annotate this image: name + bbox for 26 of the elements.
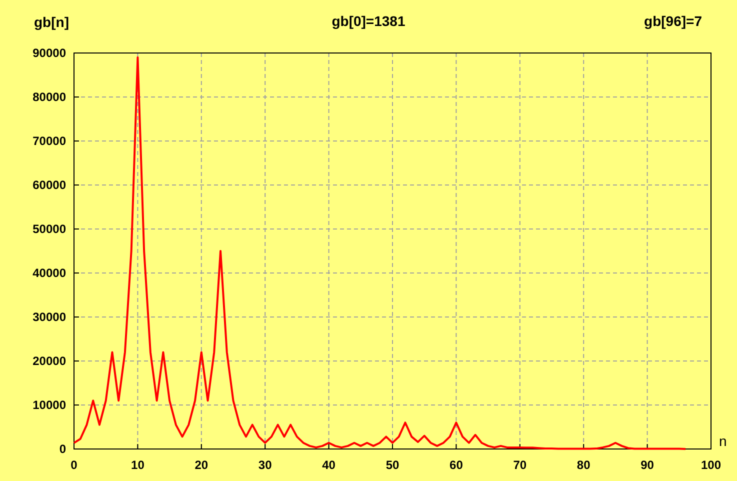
x-axis-title: n — [719, 433, 727, 449]
x-tick-label: 70 — [513, 458, 527, 472]
x-tick-label: 10 — [131, 458, 145, 472]
text: gb[96]=7 — [644, 13, 702, 29]
x-tick-label: 90 — [640, 458, 654, 472]
y-tick-label: 70000 — [32, 134, 66, 148]
y-tick-label: 60000 — [32, 178, 66, 192]
y-tick-label: 10000 — [32, 398, 66, 412]
y-tick-label: 80000 — [32, 90, 66, 104]
x-tick-label: 100 — [700, 458, 722, 472]
y-tick-label: 0 — [59, 442, 66, 456]
x-tick-label: 60 — [450, 458, 464, 472]
y-tick-label: 20000 — [32, 354, 66, 368]
x-tick-label: 40 — [322, 458, 336, 472]
x-tick-label: 50 — [386, 458, 400, 472]
line-series — [73, 56, 687, 450]
y-axis-title: gb[n] — [34, 14, 69, 30]
y-tick-label: 90000 — [32, 46, 66, 60]
x-tick-label: 0 — [70, 458, 78, 472]
y-tick-label: 40000 — [32, 266, 66, 280]
x-tick-label: 20 — [194, 458, 208, 472]
y-tick-label: 50000 — [32, 222, 66, 236]
x-tick-label: 80 — [576, 458, 591, 472]
chart-title: gb[0]=1381 — [332, 13, 406, 29]
x-tick-label: 30 — [258, 458, 272, 472]
y-tick-label: 30000 — [32, 310, 66, 324]
